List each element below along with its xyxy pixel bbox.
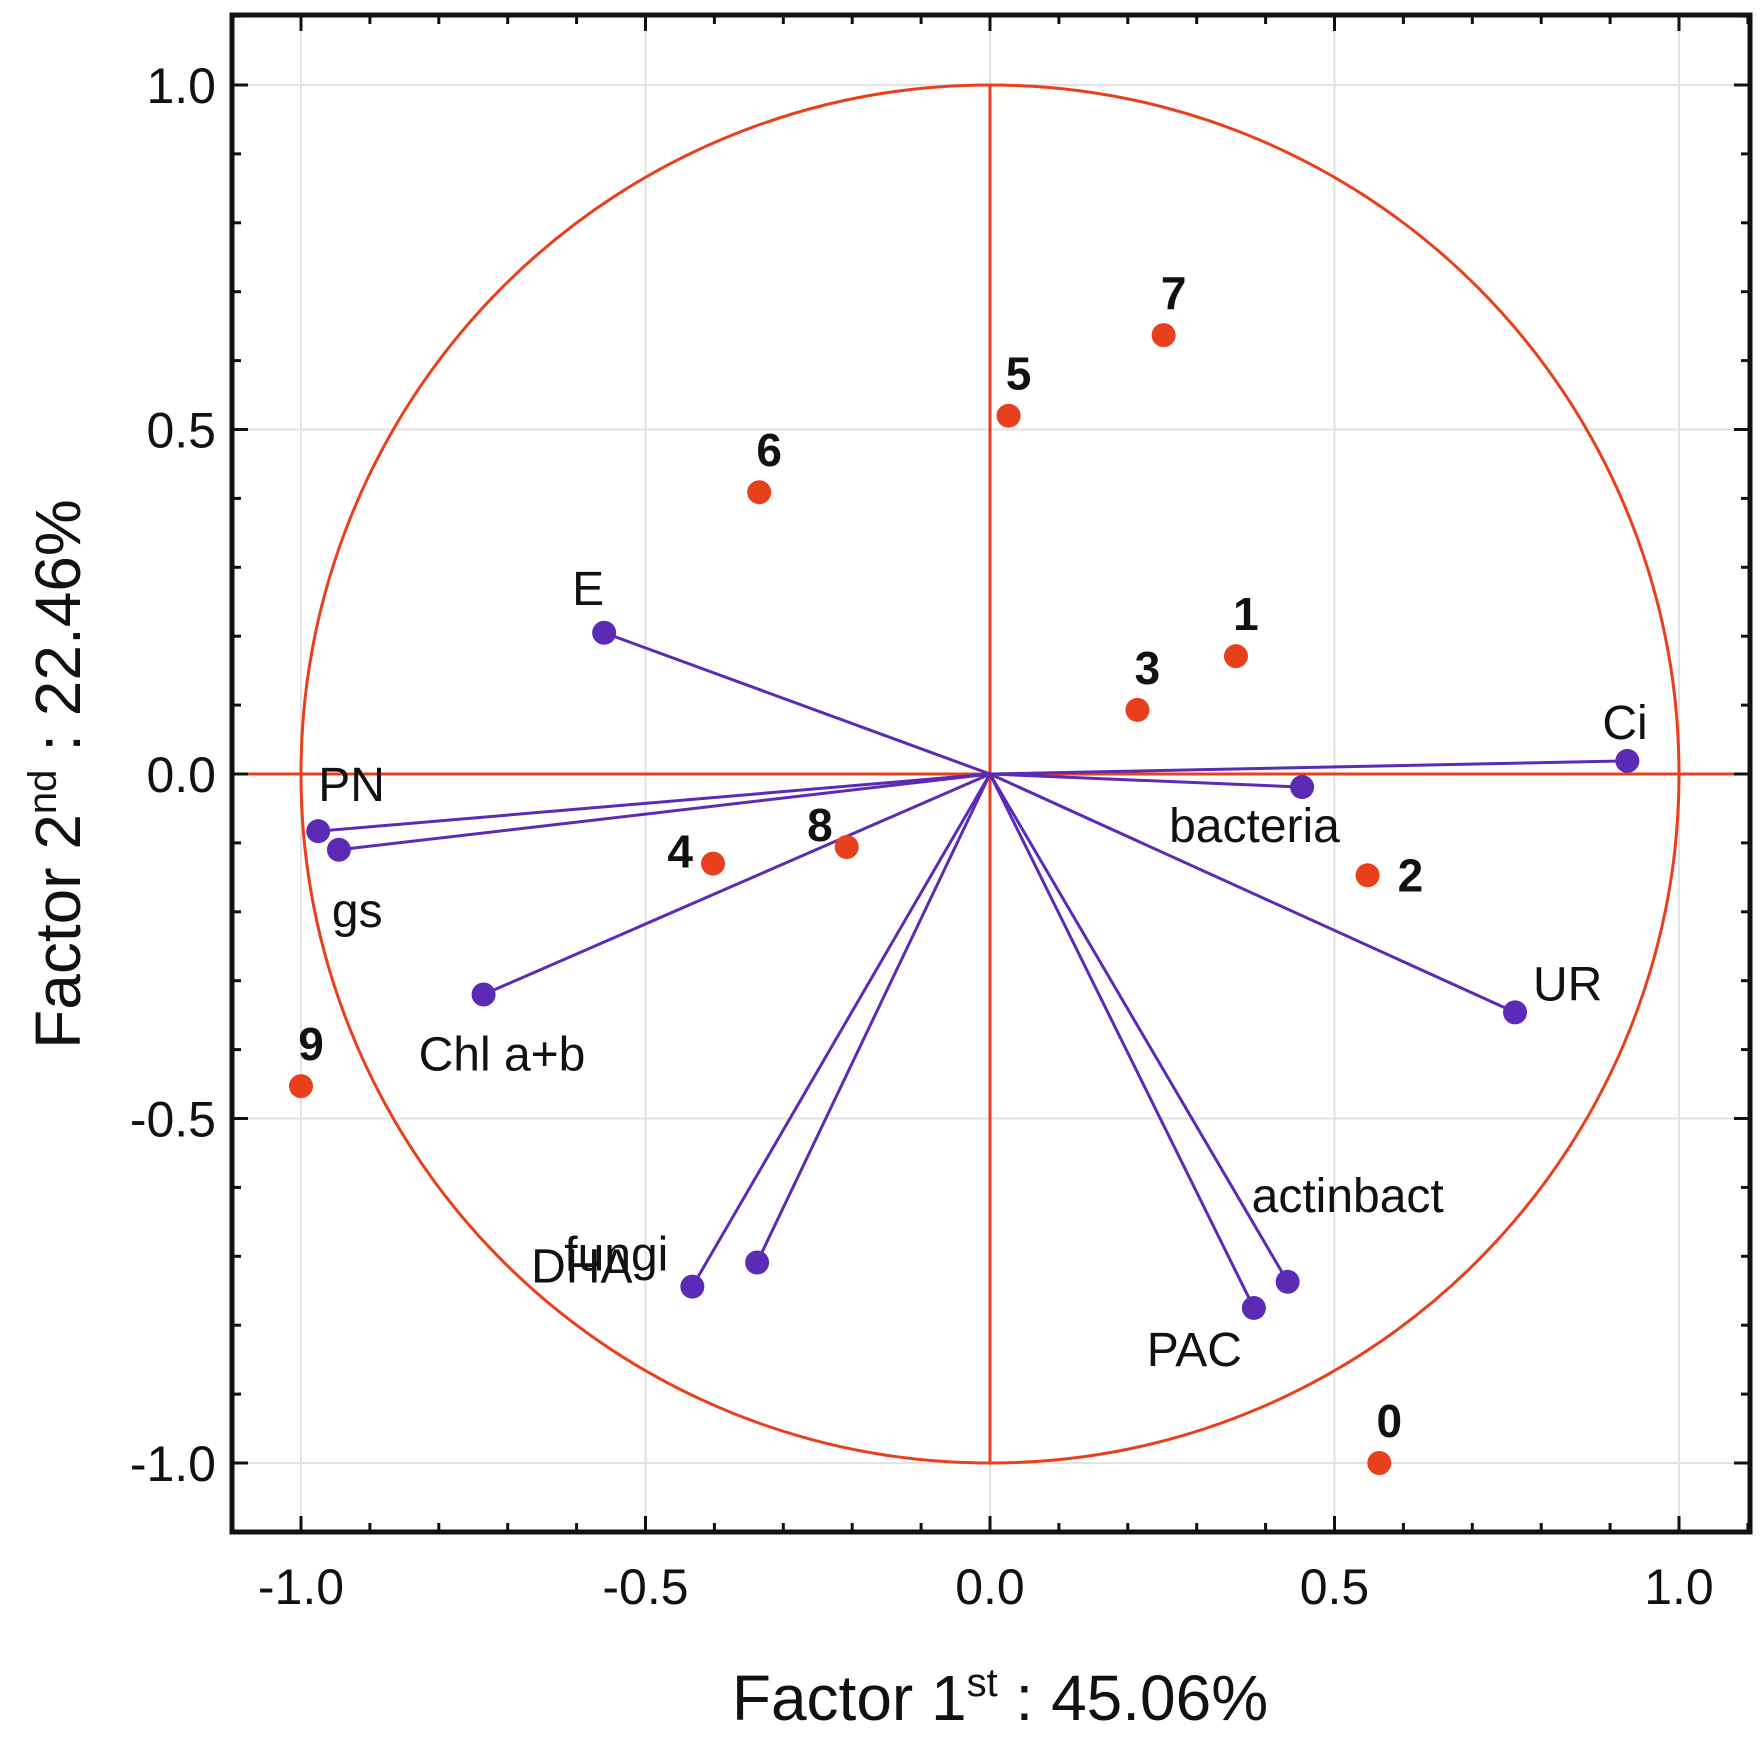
y-tick-label: 0.5	[146, 403, 216, 459]
vector-line	[338, 772, 991, 852]
case-points: 0 1 2 3 4 5 6 7 8 9	[289, 267, 1423, 1475]
vector-line	[482, 772, 991, 996]
case-marker	[996, 403, 1021, 428]
case-label: 7	[1161, 267, 1187, 319]
vector-endpoint	[306, 819, 331, 844]
variable-ur: UR	[989, 772, 1602, 1025]
vector-line	[755, 773, 992, 1264]
vector-line	[989, 772, 1303, 789]
case-label: 5	[1006, 348, 1032, 400]
case-marker	[1223, 644, 1248, 669]
variable-label: fungi	[564, 1229, 668, 1282]
case-label: 0	[1376, 1395, 1402, 1447]
variable-label: UR	[1533, 958, 1602, 1011]
x-tick-label: 0.5	[1300, 1559, 1370, 1615]
vector-line	[988, 773, 1289, 1283]
vector-line	[989, 759, 1628, 776]
case-point-9: 9	[289, 1018, 324, 1099]
vector-endpoint	[471, 982, 496, 1007]
x-axis-title: Factor 1st : 45.06%	[732, 1661, 1268, 1734]
vector-endpoint	[1615, 748, 1640, 773]
vector-endpoint	[326, 837, 351, 862]
case-label: 3	[1135, 642, 1161, 694]
variable-bacteria: bacteria	[989, 772, 1340, 853]
vector-endpoint	[1290, 775, 1315, 800]
variable-label: actinbact	[1252, 1170, 1444, 1223]
x-tick-label: 1.0	[1644, 1559, 1714, 1615]
vector-line	[603, 631, 991, 776]
case-point-1: 1	[1223, 588, 1259, 669]
case-marker	[701, 851, 726, 876]
variable-pac: PAC	[988, 773, 1266, 1377]
variable-label: PN	[318, 759, 385, 812]
vector-endpoint	[745, 1250, 770, 1275]
variable-label: PAC	[1147, 1324, 1242, 1377]
y-axis-title: Factor 2nd : 22.46%	[21, 499, 94, 1049]
case-label: 4	[667, 826, 693, 878]
y-tick-label: -1.0	[130, 1436, 216, 1492]
x-tick-label: 0.0	[955, 1559, 1025, 1615]
variable-gs: gs	[326, 772, 991, 938]
variable-label: E	[572, 563, 604, 616]
case-marker	[747, 480, 772, 505]
vector-endpoint	[592, 620, 617, 645]
case-label: 6	[756, 424, 782, 476]
vector-line	[989, 772, 1516, 1014]
variable-actinbact: actinbact	[988, 773, 1444, 1294]
variable-ci: Ci	[989, 697, 1648, 776]
y-tick-label: 0.0	[146, 747, 216, 803]
case-marker	[1367, 1451, 1392, 1475]
case-point-5: 5	[996, 348, 1032, 428]
variable-label: DHA	[531, 1241, 632, 1294]
vector-line	[691, 773, 992, 1288]
case-label: 1	[1233, 588, 1259, 640]
variable-label: Chl a+b	[419, 1028, 586, 1081]
case-marker	[1151, 323, 1176, 348]
variable-label: Ci	[1602, 697, 1647, 750]
case-label: 2	[1398, 849, 1424, 901]
case-marker	[1125, 697, 1150, 722]
variable-fungi: fungi	[564, 773, 992, 1299]
x-tick-label: -0.5	[602, 1559, 688, 1615]
variable-chl-a-b: Chl a+b	[419, 772, 991, 1081]
vector-endpoint	[1275, 1269, 1300, 1294]
vector-line	[318, 772, 991, 833]
case-point-2: 2	[1355, 849, 1424, 901]
case-point-7: 7	[1151, 267, 1187, 348]
variable-dha: DHA	[531, 773, 992, 1294]
y-tick-label: 1.0	[146, 58, 216, 114]
y-tick-label: -0.5	[130, 1092, 216, 1148]
variable-pn: PN	[306, 759, 991, 844]
variable-label: gs	[332, 885, 383, 938]
x-tick-label: -1.0	[258, 1559, 344, 1615]
case-point-0: 0	[1367, 1395, 1402, 1475]
case-point-6: 6	[747, 424, 782, 505]
case-point-4: 4	[667, 826, 726, 878]
case-label: 9	[298, 1018, 324, 1070]
case-marker	[289, 1074, 313, 1099]
case-marker	[834, 835, 859, 860]
ticks: -1.0 -0.5 0.0 0.5 1.0 -1.0 -0.5 0.0 0.5 1.0	[130, 14, 1750, 1615]
vector-endpoint	[1241, 1295, 1266, 1320]
variable-e: E	[572, 563, 991, 776]
vector-endpoint	[1503, 1000, 1528, 1025]
vector-line	[988, 773, 1256, 1309]
unit-circle	[299, 83, 1681, 1465]
case-point-3: 3	[1125, 642, 1160, 722]
variable-label: bacteria	[1169, 800, 1340, 853]
case-marker	[1355, 863, 1380, 888]
case-label: 8	[807, 799, 833, 851]
case-point-8: 8	[807, 799, 859, 860]
vector-endpoint	[680, 1274, 705, 1299]
